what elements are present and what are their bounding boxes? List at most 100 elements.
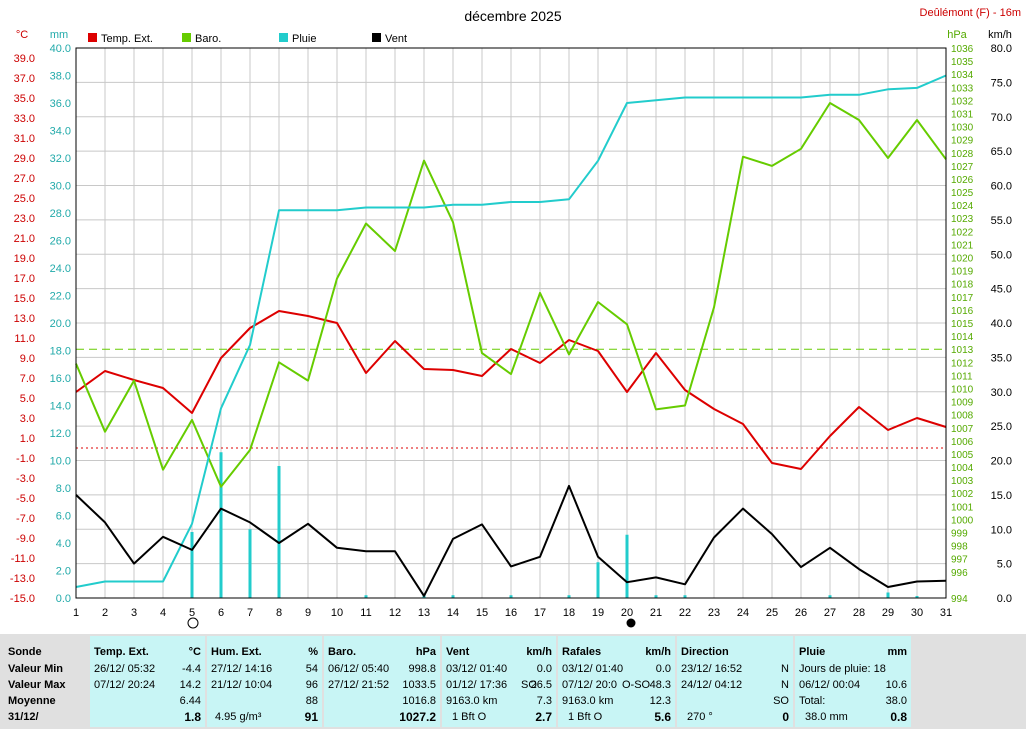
rain-tick-label: 28.0: [50, 208, 71, 220]
wind-tick-label: 80.0: [991, 43, 1012, 55]
hum-min-date: 27/12/ 14:16: [211, 663, 273, 675]
temp-tick-label: -7.0: [16, 513, 35, 525]
baro-tick-label: 1036: [951, 44, 974, 55]
wind-tick-label: 65.0: [991, 146, 1012, 158]
temp-tick-label: 29.0: [14, 153, 35, 165]
temp-tick-label: 37.0: [14, 73, 35, 85]
wind-tick-label: 70.0: [991, 112, 1012, 124]
rain-tick-label: 40.0: [50, 43, 71, 55]
wind-tick-label: 5.0: [997, 559, 1012, 571]
dir-max: N: [781, 679, 789, 691]
temp-tick-label: -5.0: [16, 493, 35, 505]
rain-bar: [567, 595, 571, 598]
x-tick-label: 18: [563, 607, 575, 619]
baro-tick-label: 1008: [951, 411, 974, 422]
temp-tick-label: 23.0: [14, 213, 35, 225]
rain-bar: [364, 595, 368, 598]
temp-tick-label: 1.0: [20, 433, 35, 445]
rain-tick-label: 22.0: [50, 291, 71, 303]
wind-tick-label: 40.0: [991, 318, 1012, 330]
rain-bar: [915, 596, 919, 598]
rain-current: 0.8: [890, 710, 907, 724]
station-label: Deûlémont (F) - 16m: [920, 7, 1021, 19]
baro-tick-label: 1010: [951, 384, 974, 395]
wind-tick-label: 25.0: [991, 421, 1012, 433]
hum-max: 96: [305, 679, 318, 691]
summary-col-temp: Temp. Ext. °C 26/12/ 05:32 -4.4 07/12/ 2…: [90, 636, 205, 727]
new-moon-icon: [187, 617, 199, 629]
temp-tick-label: 35.0: [14, 93, 35, 105]
x-tick-label: 28: [853, 607, 865, 619]
baro-tick-label: 1028: [951, 149, 974, 160]
legend-wind-label: Vent: [385, 33, 407, 45]
temp-tick-label: 15.0: [14, 293, 35, 305]
baro-min-date: 06/12/ 05:40: [328, 663, 390, 675]
grid-lines: [76, 48, 946, 598]
wind-tick-label: 50.0: [991, 249, 1012, 261]
baro-tick-label: 1022: [951, 227, 974, 238]
row-label-max: Valeur Max: [8, 679, 66, 691]
temp-tick-label: 27.0: [14, 173, 35, 185]
x-tick-label: 14: [447, 607, 459, 619]
temp-max: 14.2: [179, 679, 201, 691]
wind-tick-label: 20.0: [991, 456, 1012, 468]
wind-unit: km/h: [526, 646, 552, 658]
x-tick-label: 25: [766, 607, 778, 619]
baro-tick-label: 1021: [951, 240, 974, 251]
x-tick-label: 22: [679, 607, 691, 619]
row-label-avg: Moyenne: [8, 695, 56, 707]
axis-tick-labels: 1 2 3 4 5 6 7 8 9 10 11 12 13 14 15 16 17 18 19 20 21 22 23 24 2…: [10, 43, 1012, 619]
dir-min: N: [781, 663, 789, 675]
x-tick-label: 2: [102, 607, 108, 619]
baro-tick-label: 1035: [951, 57, 974, 68]
gust-max: 48.3: [649, 679, 671, 691]
temp-current: 1.8: [184, 710, 201, 724]
legend-wind-swatch: [372, 33, 381, 42]
temp-max-date: 07/12/ 20:24: [94, 679, 156, 691]
wind-max: 26.5: [530, 679, 552, 691]
rain-bar: [277, 466, 281, 598]
gust-min-date: 03/12/ 01:40: [562, 663, 624, 675]
rain-tick-label: 34.0: [50, 126, 71, 138]
baro-tick-label: 1000: [951, 515, 974, 526]
rain-bar: [248, 529, 252, 598]
x-tick-label: 30: [911, 607, 923, 619]
baro-tick-label: 1015: [951, 319, 974, 330]
rain-bar: [683, 595, 687, 598]
wind-current: 2.7: [535, 710, 552, 724]
baro-unit: hPa: [415, 646, 436, 658]
wind-tick-label: 30.0: [991, 387, 1012, 399]
temp-tick-label: -9.0: [16, 533, 35, 545]
baro-tick-label: 999: [951, 529, 968, 540]
rain-max: 10.6: [885, 679, 907, 691]
hum-current: 91: [304, 710, 318, 724]
baro-tick-label: 1024: [951, 201, 974, 212]
legend-baro-label: Baro.: [195, 33, 221, 45]
rain-tick-label: 20.0: [50, 318, 71, 330]
temp-tick-label: 11.0: [14, 333, 35, 345]
baro-tick-label: 1009: [951, 398, 974, 409]
temp-tick-label: 7.0: [20, 373, 35, 385]
baro-max-date: 27/12/ 21:52: [328, 679, 390, 691]
temp-tick-label: -1.0: [16, 453, 35, 465]
baro-tick-label: 1003: [951, 476, 974, 487]
x-tick-label: 27: [824, 607, 836, 619]
rain-bar: [596, 562, 600, 598]
rain-total: 38.0: [885, 695, 907, 707]
dir-avg: SO: [773, 695, 789, 707]
wind-tick-label: 10.0: [991, 524, 1012, 536]
summary-col-hum: Hum. Ext. % 27/12/ 14:16 54 21/12/ 10:04…: [207, 636, 322, 727]
x-tick-label: 6: [218, 607, 224, 619]
dir-title: Direction: [681, 646, 729, 658]
x-tick-label: 29: [882, 607, 894, 619]
temp-tick-label: -15.0: [10, 593, 35, 605]
legend-rain-swatch: [279, 33, 288, 42]
baro-tick-label: 1016: [951, 306, 974, 317]
baro-tick-label: 1011: [951, 371, 973, 382]
baro-tick-label: 1027: [951, 162, 974, 173]
legend-rain-label: Pluie: [292, 33, 316, 45]
x-tick-label: 17: [534, 607, 546, 619]
baro-tick-label: 1031: [951, 109, 974, 120]
baro-tick-label: 1023: [951, 214, 974, 225]
temp-tick-label: -11.0: [11, 553, 35, 565]
